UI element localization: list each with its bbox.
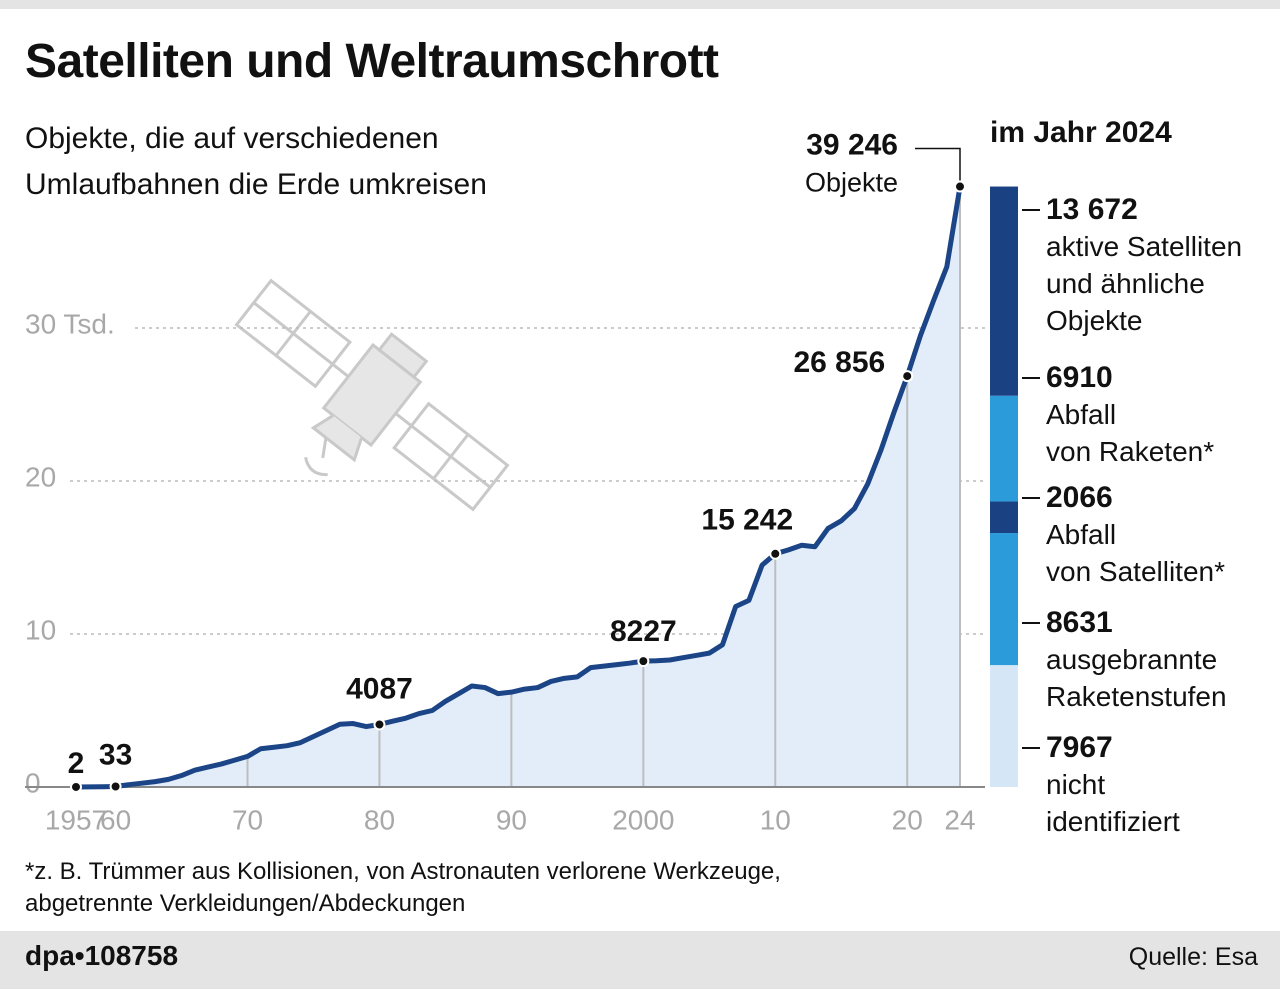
segment-value: 2066 (1046, 481, 1113, 514)
legend-label: Abfall von Raketen* (1046, 399, 1215, 467)
x-tick-label: 90 (496, 804, 527, 835)
x-tick-label: 70 (232, 804, 263, 835)
y-tick-label: 10 (25, 614, 56, 645)
point (637, 655, 650, 668)
x-tick-label: 24 (944, 804, 975, 835)
data-label: 39 246 (806, 128, 898, 161)
chart-title: Satelliten und Weltraumschrott (25, 35, 719, 88)
point (70, 780, 82, 793)
top-band (0, 0, 1280, 9)
x-tick-label: 60 (100, 804, 131, 835)
segment-value: 6910 (1046, 361, 1113, 394)
data-label: 33 (99, 738, 132, 771)
satellite-icon (234, 278, 510, 512)
credit: dpa•108758 (25, 940, 179, 971)
y-tick-label: 0 (25, 767, 41, 798)
footer-band (0, 931, 1280, 989)
data-label: 15 242 (701, 504, 793, 537)
x-tick-label: 1957 (45, 804, 107, 835)
x-tick-label: 2000 (612, 804, 674, 835)
area (76, 186, 960, 787)
bar-title: im Jahr 2024 (990, 116, 1172, 149)
legend-label: aktive Satelliten und ähnliche Objekte (1046, 231, 1243, 336)
point (769, 547, 782, 560)
bar-segment (990, 533, 1018, 666)
x-tick-label: 80 (364, 804, 395, 835)
y-tick-label: 20 (25, 461, 56, 492)
data-label: 4087 (346, 672, 413, 705)
legend-label: ausgebrannte Raketenstufen (1046, 644, 1227, 712)
bar-segment (990, 665, 1018, 787)
chart-subtitle: Objekte, die auf verschiedenen Umlaufbah… (25, 122, 487, 201)
point (373, 718, 386, 731)
segment-value: 8631 (1046, 606, 1113, 639)
annotation-line (915, 147, 961, 181)
segment-value: 13 672 (1046, 193, 1138, 226)
point (954, 180, 966, 193)
annotation: Objekte (805, 168, 898, 198)
y-tick-label: 30 Tsd. (25, 308, 115, 339)
line (75, 186, 963, 790)
legend-label: Abfall von Satelliten* (1046, 519, 1226, 587)
data-label: 8227 (610, 615, 677, 648)
point (901, 370, 914, 383)
legend-label: nicht identifiziert (1046, 769, 1180, 837)
footnote: *z. B. Trümmer aus Kollisionen, von Astr… (25, 858, 781, 917)
bar-segment (990, 501, 1018, 534)
bar-segment (990, 186, 1018, 396)
point (109, 780, 122, 793)
segment-value: 7967 (1046, 731, 1113, 764)
bar-segment (990, 395, 1018, 502)
data-label: 26 856 (793, 346, 885, 379)
x-tick-label: 20 (892, 804, 923, 835)
data-label: 2 (68, 747, 85, 780)
x-tick-label: 10 (760, 804, 791, 835)
source: Quelle: Esa (1128, 943, 1258, 971)
